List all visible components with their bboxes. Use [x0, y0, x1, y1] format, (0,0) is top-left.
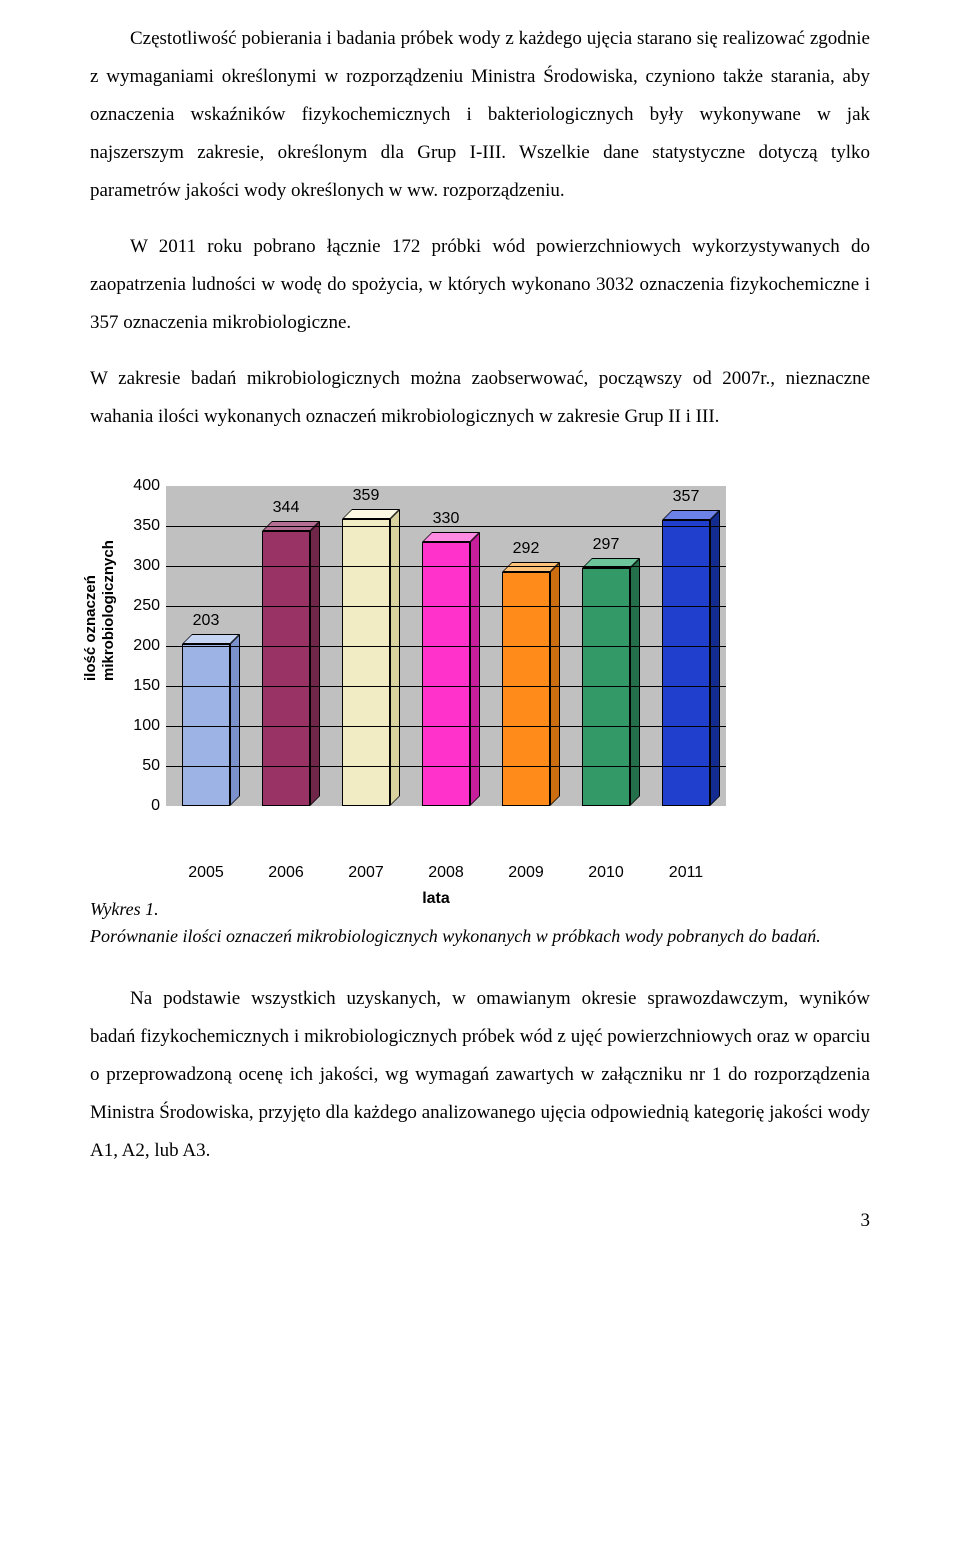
ytick-label: 300 — [133, 557, 160, 575]
xtick-label: 2010 — [588, 864, 624, 882]
grid-line — [166, 606, 726, 607]
grid-line — [166, 686, 726, 687]
bar-chart: 203344359330292297357 050100150200250300… — [116, 486, 756, 856]
xtick-label: 2007 — [348, 864, 384, 882]
bar: 344 — [262, 531, 310, 806]
ytick-label: 250 — [133, 597, 160, 615]
xtick-label: 2011 — [669, 864, 703, 882]
bar: 357 — [662, 520, 710, 806]
ytick-label: 350 — [133, 517, 160, 535]
ytick-label: 0 — [151, 797, 160, 815]
bar: 203 — [182, 644, 230, 806]
ytick-label: 400 — [133, 477, 160, 495]
grid-line — [166, 526, 726, 527]
chart-ylabel: ilość oznaczeń mikrobiologicznych — [82, 661, 118, 681]
ytick-label: 100 — [133, 717, 160, 735]
grid-line — [166, 726, 726, 727]
bar-value-label: 359 — [353, 487, 380, 505]
bar: 297 — [582, 568, 630, 806]
xtick-label: 2006 — [268, 864, 304, 882]
paragraph-4: Na podstawie wszystkich uzyskanych, w om… — [90, 980, 870, 1170]
page-number: 3 — [90, 1210, 870, 1232]
paragraph-1: Częstotliwość pobierania i badania próbe… — [90, 20, 870, 210]
chart-container: ilość oznaczeń mikrobiologicznych 203344… — [90, 486, 870, 856]
grid-line — [166, 646, 726, 647]
paragraph-2: W 2011 roku pobrano łącznie 172 próbki w… — [90, 228, 870, 342]
ytick-label: 50 — [142, 757, 160, 775]
xtick-label: 2008 — [428, 864, 464, 882]
bar-value-label: 292 — [513, 540, 540, 558]
bar-value-label: 203 — [193, 612, 220, 630]
chart-xlabel: lata — [116, 890, 756, 908]
grid-line — [166, 766, 726, 767]
ytick-label: 150 — [133, 677, 160, 695]
bar-value-label: 297 — [593, 536, 620, 554]
plot-area: 203344359330292297357 050100150200250300… — [166, 486, 726, 806]
figure-caption-text: Porównanie ilości oznaczeń mikrobiologic… — [90, 926, 821, 946]
paragraph-3: W zakresie badań mikrobiologicznych możn… — [90, 360, 870, 436]
grid-line — [166, 566, 726, 567]
ytick-label: 200 — [133, 637, 160, 655]
xtick-label: 2009 — [508, 864, 544, 882]
bar-value-label: 357 — [673, 488, 700, 506]
xtick-label: 2005 — [188, 864, 224, 882]
page: Częstotliwość pobierania i badania próbe… — [0, 0, 960, 1272]
bar-value-label: 344 — [273, 499, 300, 517]
bar: 359 — [342, 519, 390, 806]
bar: 292 — [502, 572, 550, 806]
